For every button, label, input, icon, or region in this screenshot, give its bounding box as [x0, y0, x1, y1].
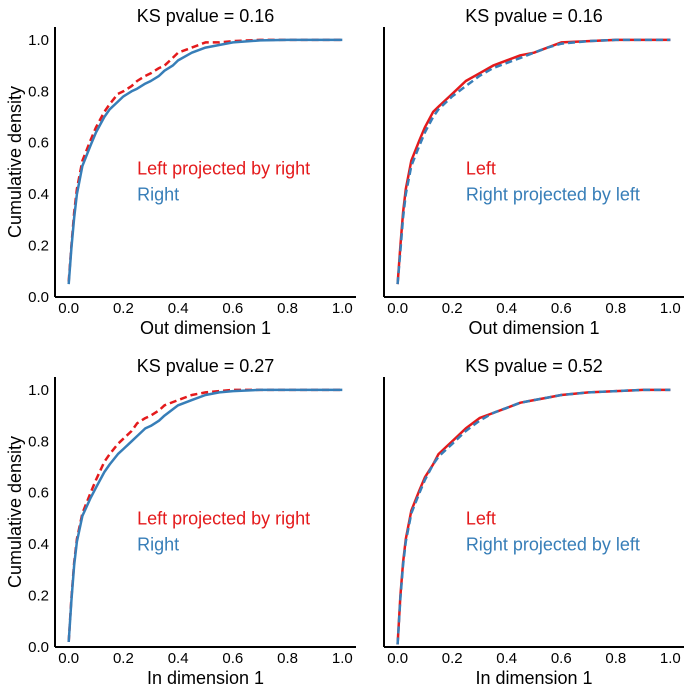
y-tick-label: 0.0: [28, 289, 49, 306]
x-tick-label: 0.8: [605, 650, 626, 667]
x-tick-label: 0.2: [442, 300, 463, 317]
y-tick-label: 0.8: [28, 83, 49, 100]
x-tick-label: 0.6: [222, 650, 243, 667]
x-tick-label: 0.2: [113, 300, 134, 317]
y-axis-label: Cumulative density: [5, 86, 25, 238]
series-line-0: [396, 38, 671, 285]
x-tick-label: 0.2: [113, 650, 134, 667]
chart-title: KS pvalue = 0.16: [137, 6, 275, 26]
y-axis-label: Cumulative density: [5, 436, 25, 588]
x-tick-label: 0.4: [496, 650, 517, 667]
x-tick-label: 0.8: [605, 300, 626, 317]
x-tick-label: 0.0: [387, 650, 408, 667]
x-axis-label: Out dimension 1: [140, 318, 271, 338]
y-tick-label: 0.6: [28, 485, 49, 502]
y-tick-label: 0.8: [28, 433, 49, 450]
legend-label: Right: [137, 534, 179, 554]
x-axis-label: In dimension 1: [147, 668, 264, 688]
series-line-1: [396, 388, 671, 645]
y-tick-label: 0.2: [28, 238, 49, 255]
y-tick-label: 0.2: [28, 588, 49, 605]
x-tick-label: 0.8: [277, 650, 298, 667]
x-axis-label: Out dimension 1: [468, 318, 599, 338]
series-line-1: [67, 38, 343, 285]
x-tick-label: 1.0: [332, 650, 353, 667]
legend-label: Left projected by right: [137, 508, 310, 528]
x-tick-label: 0.4: [168, 300, 189, 317]
legend-label: Right projected by left: [466, 534, 640, 554]
x-tick-label: 1.0: [660, 650, 681, 667]
x-axis-label: In dimension 1: [475, 668, 592, 688]
x-tick-label: 0.6: [551, 650, 572, 667]
y-tick-label: 0.4: [28, 186, 49, 203]
legend-label: Right: [137, 184, 179, 204]
chart-title: KS pvalue = 0.52: [465, 356, 603, 376]
x-tick-label: 0.8: [277, 300, 298, 317]
x-tick-label: 0.4: [496, 300, 517, 317]
legend-label: Left: [466, 508, 496, 528]
series-line-1: [396, 38, 671, 285]
legend-label: Left projected by right: [137, 158, 310, 178]
series-line-0: [67, 38, 343, 282]
x-tick-label: 0.6: [551, 300, 572, 317]
x-tick-label: 1.0: [660, 300, 681, 317]
legend-label: Left: [466, 158, 496, 178]
x-tick-label: 0.0: [387, 300, 408, 317]
series-line-1: [67, 388, 343, 642]
chart-title: KS pvalue = 0.27: [137, 356, 275, 376]
x-tick-label: 0.0: [58, 650, 79, 667]
series-line-0: [396, 388, 671, 645]
y-tick-label: 1.0: [28, 32, 49, 49]
x-tick-label: 0.2: [442, 650, 463, 667]
y-tick-label: 1.0: [28, 382, 49, 399]
y-tick-label: 0.0: [28, 639, 49, 656]
x-tick-label: 0.6: [222, 300, 243, 317]
chart-title: KS pvalue = 0.16: [465, 6, 603, 26]
legend-label: Right projected by left: [466, 184, 640, 204]
series-line-0: [67, 388, 343, 642]
y-tick-label: 0.4: [28, 536, 49, 553]
x-tick-label: 1.0: [332, 300, 353, 317]
y-tick-label: 0.6: [28, 135, 49, 152]
x-tick-label: 0.4: [168, 650, 189, 667]
x-tick-label: 0.0: [58, 300, 79, 317]
